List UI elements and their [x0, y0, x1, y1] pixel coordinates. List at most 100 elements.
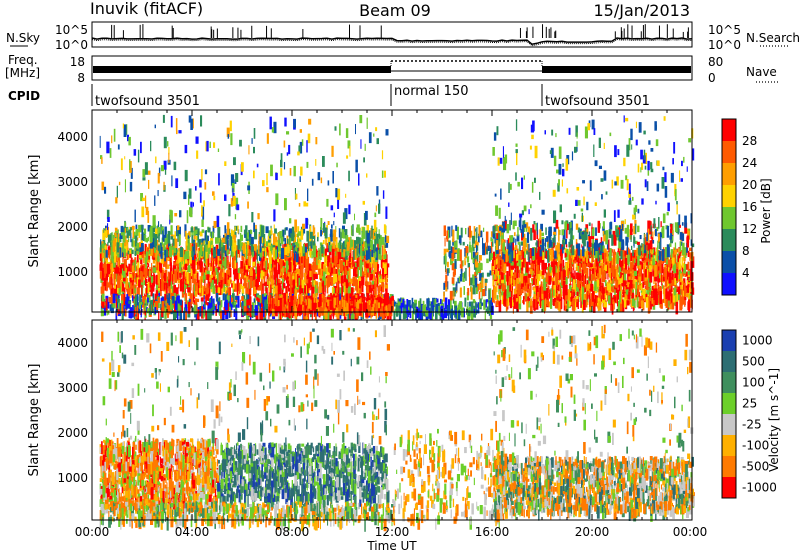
heatmap-cell [263, 254, 266, 258]
heatmap-cell [210, 240, 213, 245]
heatmap-cell [278, 286, 280, 291]
heatmap-cell [215, 292, 219, 302]
heatmap-cell [121, 303, 124, 314]
heatmap-cell [202, 272, 206, 283]
heatmap-cell [257, 294, 260, 298]
heatmap-cell [192, 276, 194, 282]
heatmap-cell [335, 188, 338, 198]
heatmap-cell [235, 305, 238, 316]
date-title: 15/Jan/2013 [593, 1, 690, 20]
heatmap-cell [272, 247, 276, 260]
heatmap-cell [220, 267, 224, 281]
heatmap-cell [164, 293, 167, 301]
heatmap-cell [131, 249, 134, 255]
heatmap-cell [208, 308, 212, 320]
heatmap-cell [411, 303, 413, 308]
heatmap-cell [140, 304, 142, 318]
heatmap-cell [259, 251, 263, 258]
heatmap-cell [166, 295, 169, 305]
heatmap-cell [240, 234, 243, 239]
heatmap-cell [355, 273, 357, 281]
heatmap-cell [262, 294, 264, 304]
heatmap-cell [297, 239, 298, 247]
heatmap-cell [342, 275, 344, 284]
heatmap-cell [337, 248, 341, 261]
heatmap-cell [130, 227, 133, 231]
heatmap-cell [192, 118, 194, 129]
heatmap-cell [293, 165, 296, 177]
heatmap-cell [150, 250, 153, 257]
heatmap-cell [384, 284, 388, 289]
heatmap-cell [136, 296, 139, 301]
heatmap-cell [168, 279, 170, 291]
heatmap-cell [688, 247, 692, 252]
heatmap-cell [349, 295, 351, 304]
heatmap-cell [337, 277, 339, 291]
heatmap-cell [307, 298, 311, 309]
heatmap-cell [404, 300, 406, 308]
heatmap-cell [390, 297, 393, 307]
heatmap-cell [125, 267, 128, 273]
heatmap-cell [375, 294, 377, 298]
heatmap-cell [323, 277, 326, 287]
heatmap-cell [100, 244, 102, 252]
heatmap-cell [381, 170, 384, 178]
heatmap-cell [382, 299, 384, 304]
heatmap-cell [101, 267, 104, 281]
heatmap-cell [147, 297, 149, 303]
heatmap-cell [260, 308, 264, 312]
heatmap-cell [116, 268, 120, 274]
heatmap-cell [323, 299, 325, 310]
heatmap-cell [315, 293, 318, 303]
heatmap-cell [237, 225, 239, 234]
heatmap-cell [157, 190, 159, 197]
heatmap-cell [213, 195, 216, 201]
heatmap-cell [328, 242, 330, 246]
heatmap-cell [99, 248, 102, 261]
heatmap-cell [288, 287, 291, 292]
heatmap-cell [177, 304, 181, 316]
heatmap-cell [205, 287, 209, 297]
heatmap-cell [435, 303, 439, 312]
heatmap-cell [226, 274, 229, 284]
heatmap-cell [295, 246, 298, 251]
heatmap-cell [357, 300, 360, 309]
heatmap-cell [199, 179, 202, 188]
heatmap-cell [414, 299, 417, 305]
heatmap-cell [311, 265, 315, 277]
heatmap-cell [430, 309, 432, 321]
heatmap-cell [110, 263, 113, 277]
heatmap-cell [100, 286, 103, 294]
heatmap-cell [267, 242, 271, 246]
heatmap-cell [121, 308, 124, 320]
heatmap-cell [122, 123, 124, 129]
heatmap-cell [342, 279, 346, 287]
heatmap-cell [288, 228, 292, 234]
heatmap-cell [286, 258, 288, 263]
heatmap-cell [271, 271, 273, 276]
heatmap-cell [201, 169, 203, 180]
heatmap-cell [386, 292, 389, 303]
heatmap-cell [367, 246, 370, 260]
heatmap-cell [240, 276, 242, 288]
heatmap-cell [397, 302, 400, 312]
cpid-strip: CPID twofsound 3501 normal 150 twofsound… [8, 84, 650, 109]
heatmap-cell [343, 241, 346, 252]
heatmap-cell [274, 279, 276, 285]
heatmap-cell [354, 248, 358, 260]
heatmap-cell [107, 282, 110, 288]
heatmap-cell [127, 253, 130, 260]
heatmap-cell [154, 234, 158, 246]
heatmap-cell [183, 310, 186, 321]
heatmap-cell [240, 236, 243, 241]
heatmap-cell [327, 274, 330, 287]
nsearch-tick-bottom: 10^0 [708, 38, 741, 52]
heatmap-cell [306, 140, 308, 153]
heatmap-cell [312, 262, 315, 268]
heatmap-cell [279, 300, 282, 307]
heatmap-cell [297, 248, 299, 254]
heatmap-cell [215, 275, 217, 280]
heatmap-cell [349, 252, 351, 262]
heatmap-cell [290, 274, 293, 286]
heatmap-cell [254, 305, 258, 316]
